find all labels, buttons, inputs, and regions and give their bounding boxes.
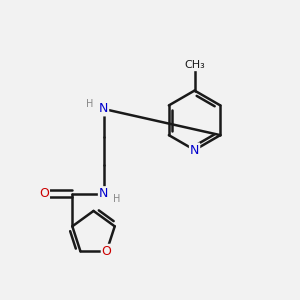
Text: H: H — [86, 99, 94, 109]
Text: O: O — [39, 187, 49, 200]
Text: O: O — [102, 245, 112, 258]
Text: H: H — [113, 194, 120, 204]
Text: N: N — [190, 143, 199, 157]
Text: N: N — [99, 102, 108, 116]
Text: CH₃: CH₃ — [184, 60, 205, 70]
Text: N: N — [99, 187, 108, 200]
